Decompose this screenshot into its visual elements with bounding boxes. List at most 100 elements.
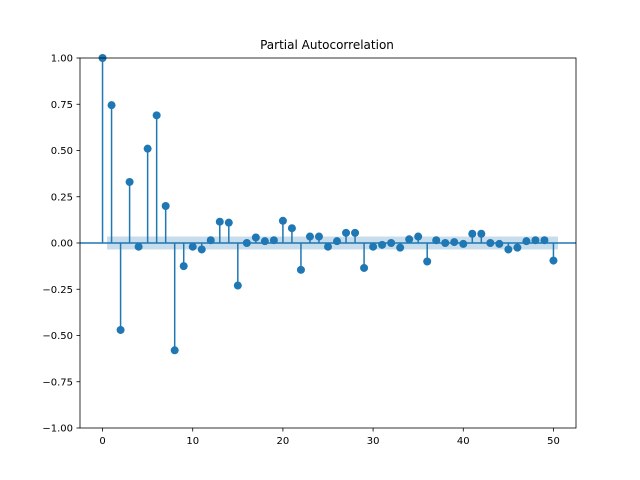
stem-lag-46: [513, 243, 522, 252]
stem-marker: [296, 265, 305, 274]
stem-lag-36: [423, 243, 432, 266]
x-tick-label: 30: [367, 436, 380, 447]
stem-marker: [459, 239, 468, 248]
stem-lag-27: [342, 228, 351, 243]
y-tick-label: 0.50: [51, 146, 73, 157]
stem-marker: [314, 232, 323, 241]
stem-marker: [170, 346, 179, 355]
stem-lag-10: [188, 242, 197, 251]
stem-marker: [278, 216, 287, 225]
stem-marker: [224, 218, 233, 227]
stem-marker: [305, 232, 314, 241]
stem-marker: [179, 262, 188, 271]
stem-lag-7: [161, 202, 170, 243]
stem-lag-28: [351, 228, 360, 243]
stem-lag-11: [197, 243, 206, 254]
stem-marker: [450, 238, 459, 247]
stem-lag-47: [522, 237, 531, 246]
stem-marker: [342, 228, 351, 237]
stem-marker: [134, 242, 143, 251]
stem-lag-31: [378, 240, 387, 249]
stem-lag-2: [116, 243, 125, 334]
stem-lag-39: [450, 238, 459, 247]
stem-marker: [522, 237, 531, 246]
stem-marker: [333, 237, 342, 246]
stem-marker: [206, 236, 215, 245]
stem-marker: [143, 144, 152, 153]
y-tick-label: −1.00: [42, 424, 73, 435]
stem-lag-32: [387, 239, 396, 247]
stem-lag-19: [269, 236, 278, 245]
y-tick-label: −0.50: [42, 331, 73, 342]
stem-marker: [324, 242, 332, 251]
stem-marker: [531, 236, 540, 245]
chart-title: Partial Autocorrelation: [260, 38, 394, 52]
x-tick-label: 50: [547, 436, 560, 447]
stem-marker: [107, 101, 116, 110]
stem-lag-12: [206, 236, 215, 245]
stem-marker: [360, 263, 369, 272]
stem-lag-13: [215, 217, 224, 243]
stem-lag-42: [477, 229, 486, 243]
y-tick-label: 0.25: [51, 192, 73, 203]
stem-marker: [369, 242, 378, 251]
stem-marker: [477, 229, 486, 238]
stem-lag-41: [468, 229, 477, 243]
x-tick-label: 40: [457, 436, 470, 447]
stem-lag-1: [107, 101, 116, 243]
stem-lag-16: [242, 239, 251, 247]
stem-marker: [387, 239, 396, 247]
y-tick-label: −0.25: [42, 285, 73, 296]
stem-marker: [287, 224, 296, 233]
y-tick-label: 0.75: [51, 100, 73, 111]
stem-marker: [414, 232, 423, 241]
stem-marker: [161, 202, 170, 210]
stems-layer: [98, 54, 558, 355]
stem-lag-22: [296, 243, 305, 274]
stem-marker: [396, 243, 405, 252]
stem-lag-25: [324, 242, 332, 251]
stem-lag-49: [540, 236, 549, 245]
stem-lag-20: [278, 216, 287, 243]
stem-marker: [351, 228, 360, 237]
stem-lag-15: [233, 243, 242, 290]
stem-marker: [125, 177, 134, 186]
x-tick-label: 20: [277, 436, 290, 447]
x-tick-label: 10: [186, 436, 199, 447]
stem-marker: [188, 242, 197, 251]
stem-marker: [441, 239, 450, 247]
stem-marker: [513, 243, 522, 252]
stem-marker: [197, 245, 206, 254]
stem-lag-38: [441, 239, 450, 247]
stem-marker: [540, 236, 549, 245]
stem-lag-48: [531, 236, 540, 245]
stem-marker: [432, 236, 441, 245]
stem-marker: [549, 256, 558, 265]
stem-lag-30: [369, 242, 378, 251]
stem-lag-44: [495, 239, 504, 248]
stem-lag-21: [287, 224, 296, 243]
stem-marker: [468, 229, 477, 238]
stem-lag-35: [414, 232, 423, 243]
stem-marker: [495, 239, 504, 248]
stem-lag-8: [170, 243, 179, 355]
stem-lag-17: [251, 233, 260, 243]
stem-lag-6: [152, 111, 161, 243]
stem-lag-37: [432, 236, 441, 245]
stem-lag-26: [333, 237, 342, 246]
stem-lag-33: [396, 243, 405, 252]
stem-marker: [260, 237, 269, 246]
x-axis: 0 10 20 30 40 50: [99, 428, 560, 447]
stem-marker: [504, 245, 513, 254]
stem-lag-9: [179, 243, 188, 271]
y-tick-label: 0.00: [51, 239, 73, 250]
x-tick-label: 0: [99, 436, 105, 447]
y-axis: −1.00 −0.75 −0.50 −0.25 0.00 0.25 0.50 0.75 1.00: [42, 54, 80, 435]
stem-marker: [116, 325, 125, 334]
stem-lag-34: [405, 235, 414, 244]
stem-lag-18: [260, 237, 269, 246]
stem-marker: [152, 111, 161, 120]
stem-lag-0: [98, 54, 107, 243]
stem-marker: [233, 281, 242, 290]
